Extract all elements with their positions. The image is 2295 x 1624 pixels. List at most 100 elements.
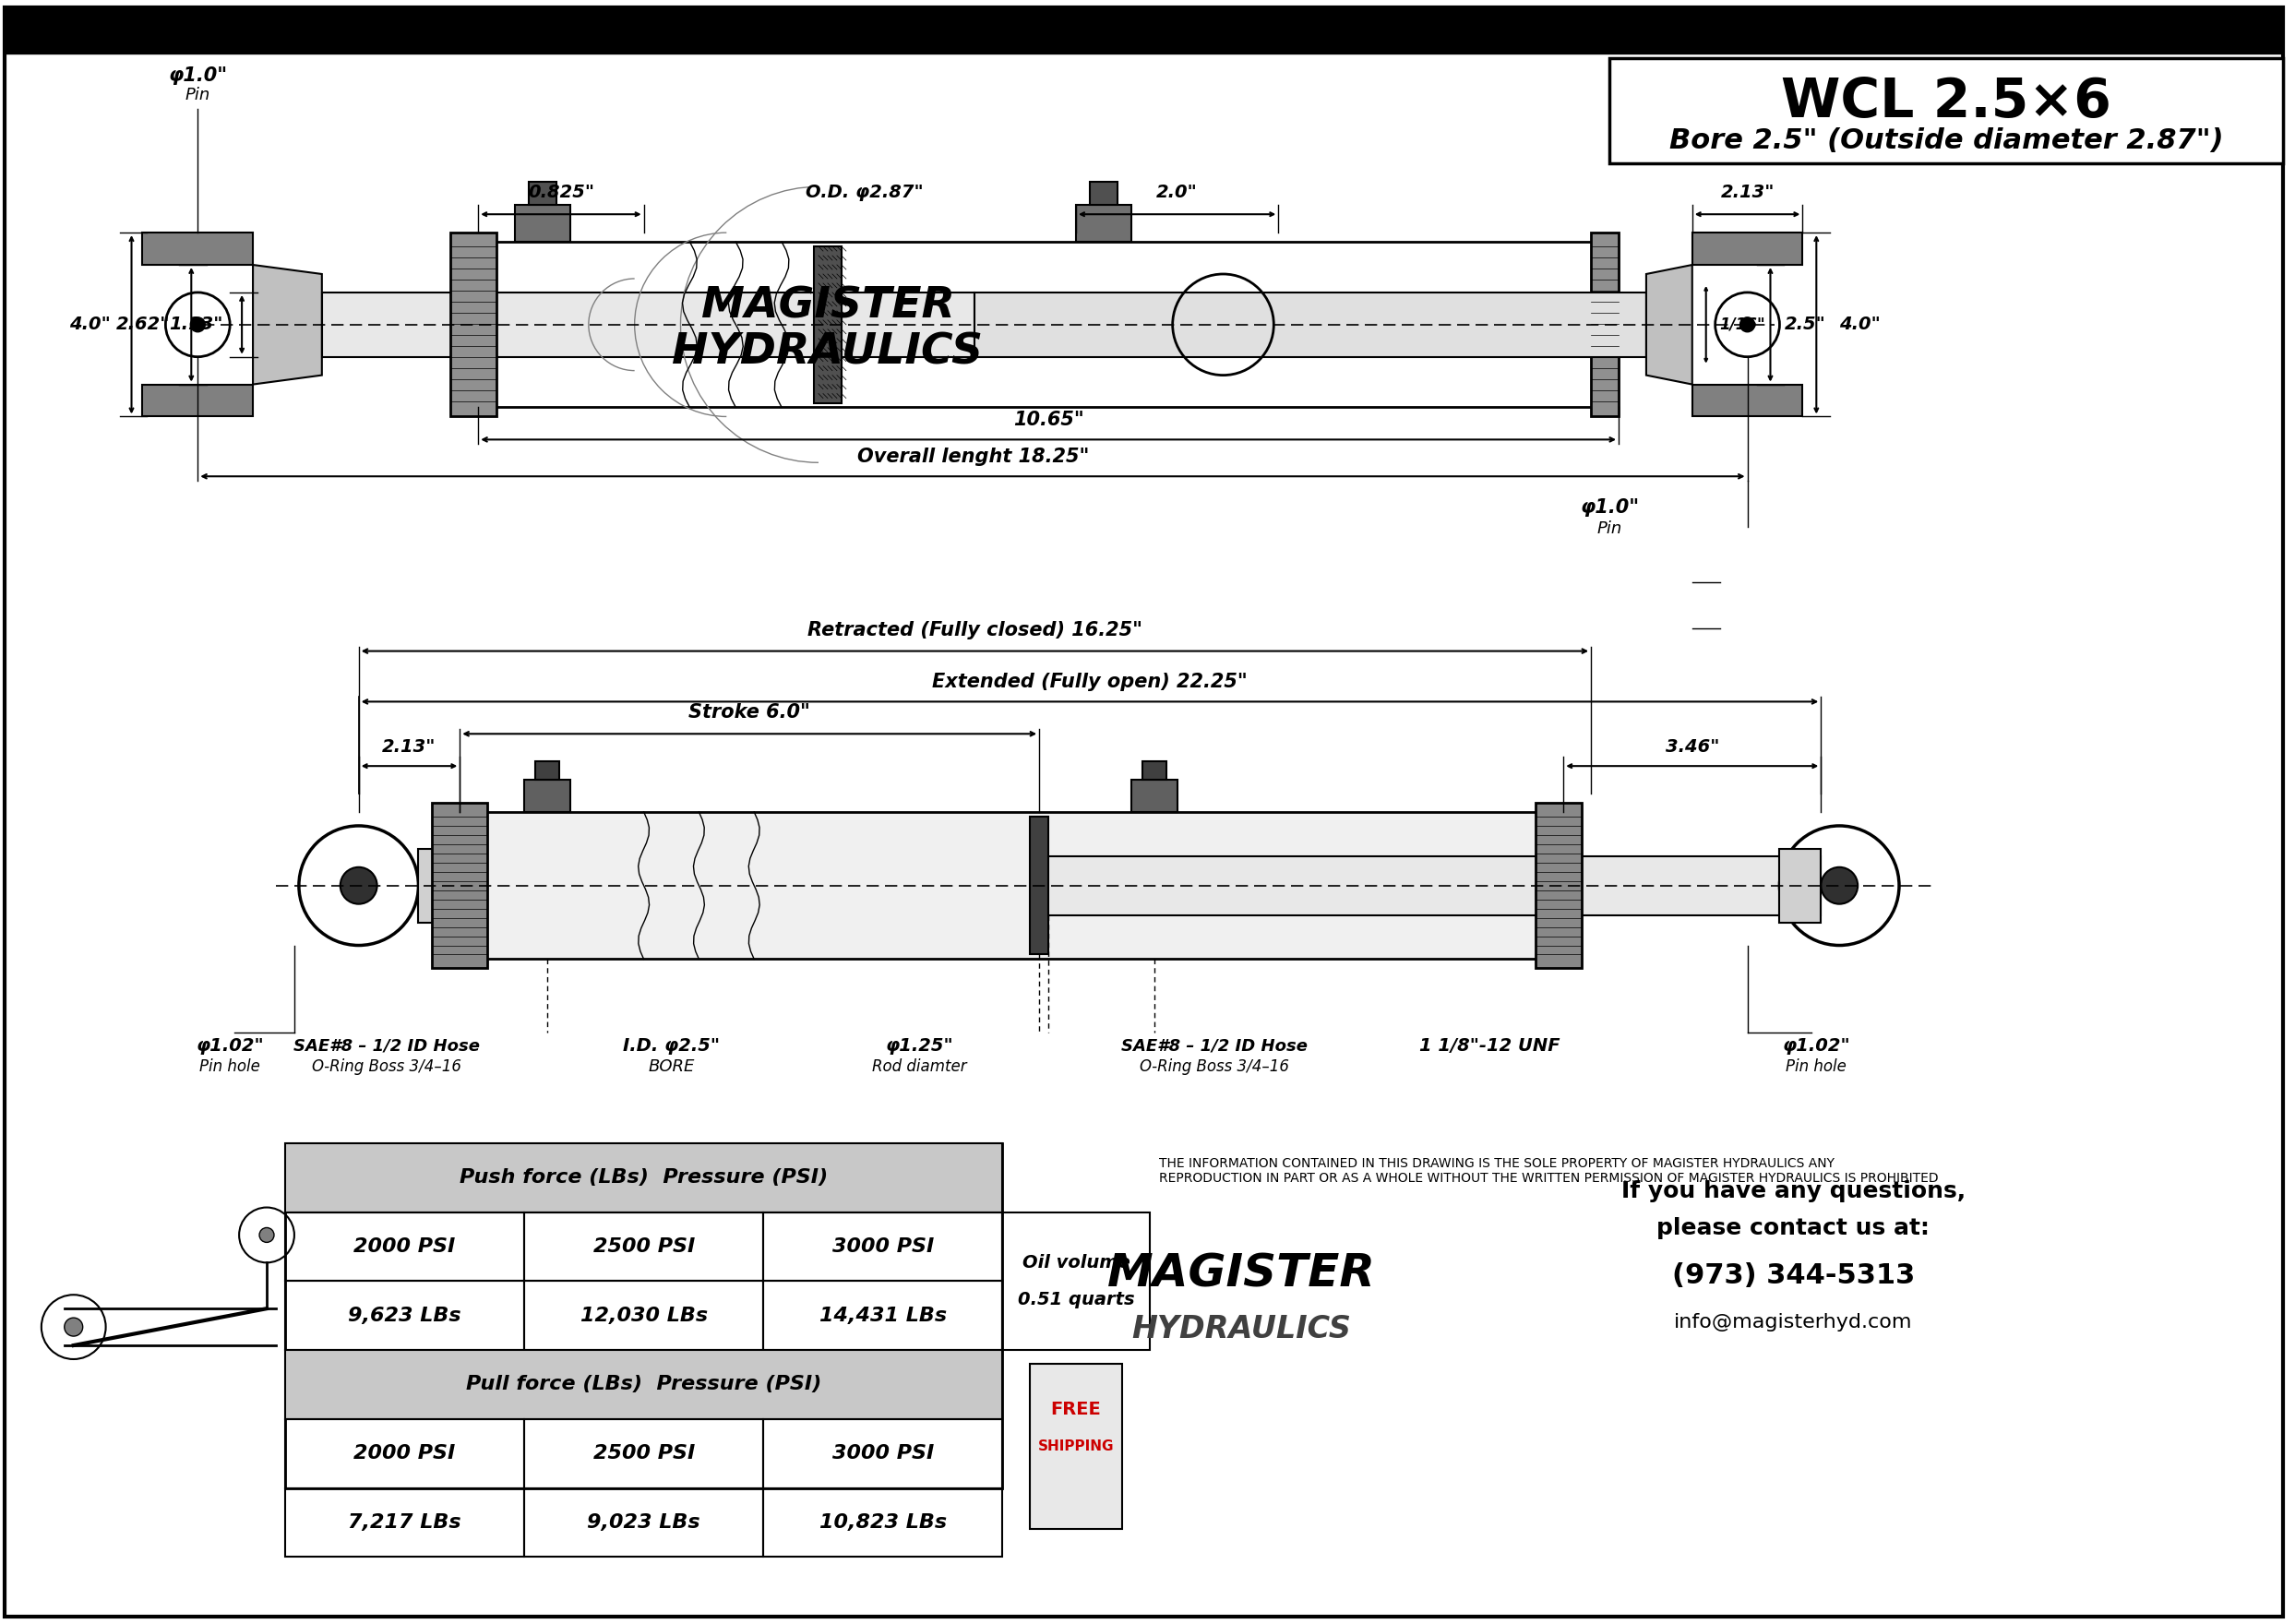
Polygon shape <box>1535 802 1581 968</box>
Text: 1.13": 1.13" <box>170 315 223 333</box>
Circle shape <box>190 317 204 331</box>
Text: 9,023 LBs: 9,023 LBs <box>588 1514 700 1531</box>
Polygon shape <box>285 1350 1003 1419</box>
Polygon shape <box>431 802 487 968</box>
Text: 2.13": 2.13" <box>1721 184 1774 201</box>
Text: 9,623 LBs: 9,623 LBs <box>349 1306 461 1325</box>
Polygon shape <box>1143 762 1166 780</box>
Text: φ1.25": φ1.25" <box>886 1038 955 1056</box>
Polygon shape <box>1049 856 1820 914</box>
Text: 12,030 LBs: 12,030 LBs <box>581 1306 707 1325</box>
Text: please contact us at:: please contact us at: <box>1657 1216 1930 1239</box>
Text: 2500 PSI: 2500 PSI <box>592 1237 695 1255</box>
Text: SHIPPING: SHIPPING <box>1037 1439 1113 1453</box>
Text: 0.825": 0.825" <box>528 184 594 201</box>
Text: 3000 PSI: 3000 PSI <box>833 1237 934 1255</box>
Polygon shape <box>1030 817 1049 955</box>
Text: 4.0": 4.0" <box>69 315 110 333</box>
Polygon shape <box>815 247 842 403</box>
Text: Pin hole: Pin hole <box>200 1059 259 1075</box>
Text: (973) 344-5313: (973) 344-5313 <box>1671 1262 1914 1289</box>
Polygon shape <box>1609 58 2284 164</box>
Polygon shape <box>975 292 1646 357</box>
Text: HYDRAULICS: HYDRAULICS <box>1131 1314 1352 1345</box>
Text: Extended (Fully open) 22.25": Extended (Fully open) 22.25" <box>932 672 1248 692</box>
Polygon shape <box>459 812 1563 960</box>
Polygon shape <box>5 8 2284 54</box>
Polygon shape <box>321 292 975 357</box>
Text: Retracted (Fully closed) 16.25": Retracted (Fully closed) 16.25" <box>808 620 1143 640</box>
Text: info@magisterhyd.com: info@magisterhyd.com <box>1673 1314 1912 1332</box>
Polygon shape <box>514 205 569 242</box>
Polygon shape <box>142 385 252 417</box>
Polygon shape <box>1646 265 1691 385</box>
Text: Oil volume: Oil volume <box>1021 1254 1129 1272</box>
Text: Rod diamter: Rod diamter <box>872 1059 966 1075</box>
Text: Overall lenght 18.25": Overall lenght 18.25" <box>856 448 1090 466</box>
Text: BORE: BORE <box>647 1059 695 1075</box>
Text: 1 1/8"-12 UNF: 1 1/8"-12 UNF <box>1418 1038 1561 1056</box>
Text: FREE: FREE <box>1051 1402 1102 1418</box>
Text: 7,217 LBs: 7,217 LBs <box>349 1514 461 1531</box>
Circle shape <box>340 867 376 905</box>
Polygon shape <box>1131 780 1177 812</box>
Text: O-Ring Boss 3/4–16: O-Ring Boss 3/4–16 <box>1138 1059 1290 1075</box>
Polygon shape <box>142 232 252 265</box>
Polygon shape <box>285 1143 1003 1212</box>
Text: MAGISTER: MAGISTER <box>700 286 955 326</box>
Circle shape <box>259 1228 273 1242</box>
Text: 2500 PSI: 2500 PSI <box>592 1444 695 1463</box>
Text: Pin: Pin <box>1597 520 1623 538</box>
Text: 4.0": 4.0" <box>1838 315 1880 333</box>
Polygon shape <box>1590 232 1618 417</box>
Polygon shape <box>1691 385 1802 417</box>
Polygon shape <box>535 762 560 780</box>
Text: SAE#8 – 1/2 ID Hose: SAE#8 – 1/2 ID Hose <box>1120 1038 1308 1054</box>
Text: 2.62": 2.62" <box>117 315 170 333</box>
Text: 10.65": 10.65" <box>1012 411 1083 429</box>
Text: 2.13": 2.13" <box>383 739 436 755</box>
Text: 3.46": 3.46" <box>1666 739 1719 755</box>
Circle shape <box>1820 867 1857 905</box>
Text: O.D. φ2.87": O.D. φ2.87" <box>806 184 923 201</box>
Text: 0.51 quarts: 0.51 quarts <box>1017 1291 1134 1309</box>
Text: HYDRAULICS: HYDRAULICS <box>672 331 982 374</box>
Text: Bore 2.5" (Outside diameter 2.87"): Bore 2.5" (Outside diameter 2.87") <box>1668 127 2224 154</box>
Text: Push force (LBs)  Pressure (PSI): Push force (LBs) Pressure (PSI) <box>459 1168 828 1187</box>
Text: Pull force (LBs)  Pressure (PSI): Pull force (LBs) Pressure (PSI) <box>466 1376 822 1393</box>
Text: I.D. φ2.5": I.D. φ2.5" <box>622 1038 721 1056</box>
Circle shape <box>64 1317 83 1337</box>
Polygon shape <box>1779 849 1820 922</box>
Text: 2000 PSI: 2000 PSI <box>353 1237 454 1255</box>
Polygon shape <box>1090 182 1118 205</box>
Text: 3000 PSI: 3000 PSI <box>833 1444 934 1463</box>
Polygon shape <box>418 849 459 922</box>
Polygon shape <box>1076 205 1131 242</box>
Text: THE INFORMATION CONTAINED IN THIS DRAWING IS THE SOLE PROPERTY OF MAGISTER HYDRA: THE INFORMATION CONTAINED IN THIS DRAWIN… <box>1159 1156 1939 1186</box>
Text: SAE#8 – 1/2 ID Hose: SAE#8 – 1/2 ID Hose <box>294 1038 480 1054</box>
Polygon shape <box>252 265 321 385</box>
Text: O-Ring Boss 3/4–16: O-Ring Boss 3/4–16 <box>312 1059 461 1075</box>
Polygon shape <box>523 780 569 812</box>
Text: φ1.0": φ1.0" <box>168 67 227 84</box>
Text: Stroke 6.0": Stroke 6.0" <box>688 703 810 723</box>
Text: 14,431 LBs: 14,431 LBs <box>819 1306 946 1325</box>
Polygon shape <box>1030 1364 1122 1530</box>
Text: 2.0": 2.0" <box>1157 184 1198 201</box>
Text: Pin: Pin <box>186 86 211 102</box>
Text: φ1.02": φ1.02" <box>1783 1038 1850 1056</box>
Text: 2000 PSI: 2000 PSI <box>353 1444 454 1463</box>
Text: φ1.0": φ1.0" <box>1579 499 1639 516</box>
Circle shape <box>1740 317 1756 331</box>
Text: 2.5": 2.5" <box>1783 315 1825 333</box>
Polygon shape <box>528 182 555 205</box>
Text: Pin hole: Pin hole <box>1786 1059 1847 1075</box>
Text: 10,823 LBs: 10,823 LBs <box>819 1514 946 1531</box>
Text: If you have any questions,: If you have any questions, <box>1620 1181 1965 1202</box>
Text: WCL 2.5×6: WCL 2.5×6 <box>1781 76 2111 128</box>
Polygon shape <box>1691 232 1802 265</box>
Text: 1/16": 1/16" <box>1719 317 1765 333</box>
Text: φ1.02": φ1.02" <box>195 1038 264 1056</box>
Polygon shape <box>450 232 496 417</box>
Text: MAGISTER: MAGISTER <box>1108 1252 1375 1296</box>
